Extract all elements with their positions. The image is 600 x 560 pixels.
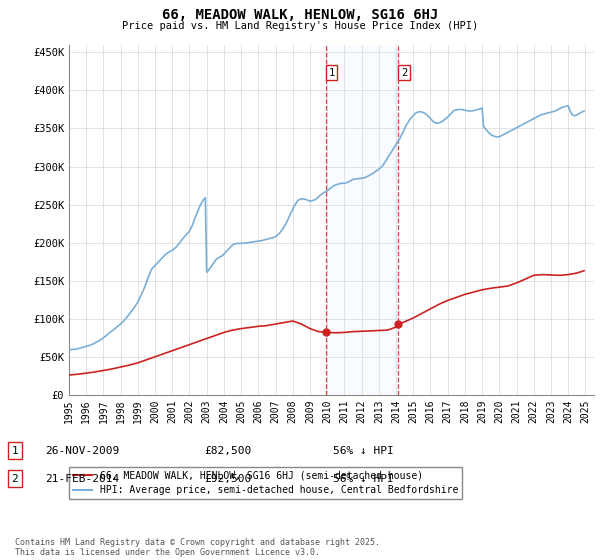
Text: 56% ↓ HPI: 56% ↓ HPI — [333, 474, 394, 484]
Text: 66, MEADOW WALK, HENLOW, SG16 6HJ: 66, MEADOW WALK, HENLOW, SG16 6HJ — [162, 8, 438, 22]
Legend: 66, MEADOW WALK, HENLOW, SG16 6HJ (semi-detached house), HPI: Average price, sem: 66, MEADOW WALK, HENLOW, SG16 6HJ (semi-… — [69, 466, 463, 499]
Text: 21-FEB-2014: 21-FEB-2014 — [45, 474, 119, 484]
Text: Contains HM Land Registry data © Crown copyright and database right 2025.
This d: Contains HM Land Registry data © Crown c… — [15, 538, 380, 557]
Text: £82,500: £82,500 — [204, 446, 251, 456]
Text: 26-NOV-2009: 26-NOV-2009 — [45, 446, 119, 456]
Text: 1: 1 — [11, 446, 19, 456]
Text: 56% ↓ HPI: 56% ↓ HPI — [333, 446, 394, 456]
Text: 2: 2 — [11, 474, 19, 484]
Text: 1: 1 — [328, 68, 334, 78]
Text: 2: 2 — [401, 68, 407, 78]
Text: £92,500: £92,500 — [204, 474, 251, 484]
Text: Price paid vs. HM Land Registry's House Price Index (HPI): Price paid vs. HM Land Registry's House … — [122, 21, 478, 31]
Bar — [326, 45, 398, 395]
